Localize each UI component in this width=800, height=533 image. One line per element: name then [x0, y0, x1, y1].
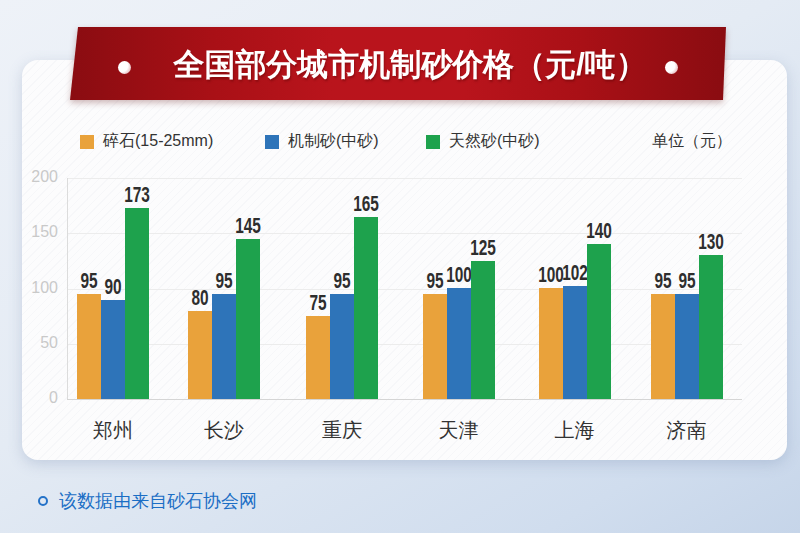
page: 全国部分城市机制砂价格（元/吨） 碎石(15-25mm) 机制砂(中砂) 天然砂(中…	[0, 0, 800, 533]
banner-dot-left-icon	[118, 61, 131, 74]
bar-value: 95	[426, 268, 443, 294]
bar-value: 173	[124, 182, 150, 208]
x-axis-line	[67, 399, 742, 400]
bar-value: 130	[698, 229, 724, 255]
y-axis-line	[67, 178, 68, 399]
bar-天然砂(中砂)-郑州	[125, 208, 149, 399]
bar-value: 102	[562, 260, 588, 286]
bar-value: 90	[104, 274, 121, 300]
bar-机制砂(中砂)-郑州	[101, 300, 125, 399]
bar-value: 125	[470, 235, 496, 261]
legend-swatch-icon	[265, 135, 279, 149]
gridline-50	[67, 344, 742, 345]
bar-value: 140	[586, 218, 612, 244]
bar-天然砂(中砂)-天津	[471, 261, 495, 399]
bar-碎石(15-25mm)-天津	[423, 294, 447, 399]
y-tick-50: 50	[18, 334, 58, 352]
bar-value: 95	[215, 268, 232, 294]
gridline-200	[67, 178, 742, 179]
bar-value: 100	[446, 262, 472, 288]
y-tick-0: 0	[18, 389, 58, 407]
x-label-天津: 天津	[439, 417, 479, 444]
bar-碎石(15-25mm)-重庆	[306, 316, 330, 399]
legend-label: 天然砂(中砂)	[449, 131, 540, 152]
bar-value: 95	[333, 268, 350, 294]
bar-天然砂(中砂)-长沙	[236, 239, 260, 399]
title-banner: 全国部分城市机制砂价格（元/吨）	[70, 27, 726, 100]
y-tick-150: 150	[18, 223, 58, 241]
banner-dot-right-icon	[665, 61, 678, 74]
source-note: 该数据由来自砂石协会网	[38, 489, 257, 513]
bar-天然砂(中砂)-上海	[587, 244, 611, 399]
bar-value: 95	[80, 268, 97, 294]
legend-label: 碎石(15-25mm)	[103, 131, 213, 152]
title-ribbon: 全国部分城市机制砂价格（元/吨）	[70, 27, 726, 100]
y-tick-100: 100	[18, 279, 58, 297]
unit-label: 单位（元）	[652, 131, 732, 152]
x-label-济南: 济南	[667, 417, 707, 444]
note-text: 该数据由来自砂石协会网	[59, 489, 257, 513]
bar-机制砂(中砂)-济南	[675, 294, 699, 399]
bar-value: 165	[353, 191, 379, 217]
gridline-150	[67, 233, 742, 234]
legend-swatch-icon	[426, 135, 440, 149]
x-label-长沙: 长沙	[204, 417, 244, 444]
bar-机制砂(中砂)-上海	[563, 286, 587, 399]
bar-value: 75	[309, 290, 326, 316]
bar-天然砂(中砂)-济南	[699, 255, 723, 399]
bar-value: 95	[654, 268, 671, 294]
bar-value: 80	[191, 285, 208, 311]
bar-value: 100	[538, 262, 564, 288]
bar-value: 145	[235, 213, 261, 239]
legend-item-3: 天然砂(中砂)	[426, 131, 540, 152]
x-label-重庆: 重庆	[322, 417, 362, 444]
page-title: 全国部分城市机制砂价格（元/吨）	[173, 42, 647, 86]
bar-机制砂(中砂)-长沙	[212, 294, 236, 399]
legend-label: 机制砂(中砂)	[288, 131, 379, 152]
legend-item-1: 碎石(15-25mm)	[80, 131, 213, 152]
note-bullet-icon	[38, 496, 48, 506]
legend-swatch-icon	[80, 135, 94, 149]
y-tick-200: 200	[18, 168, 58, 186]
bar-碎石(15-25mm)-上海	[539, 288, 563, 399]
bar-机制砂(中砂)-重庆	[330, 294, 354, 399]
bar-机制砂(中砂)-天津	[447, 288, 471, 399]
bar-碎石(15-25mm)-郑州	[77, 294, 101, 399]
gridline-100	[67, 289, 742, 290]
bar-碎石(15-25mm)-济南	[651, 294, 675, 399]
bar-value: 95	[678, 268, 695, 294]
legend-item-2: 机制砂(中砂)	[265, 131, 379, 152]
bar-天然砂(中砂)-重庆	[354, 217, 378, 399]
x-label-郑州: 郑州	[93, 417, 133, 444]
x-label-上海: 上海	[555, 417, 595, 444]
bar-碎石(15-25mm)-长沙	[188, 311, 212, 399]
